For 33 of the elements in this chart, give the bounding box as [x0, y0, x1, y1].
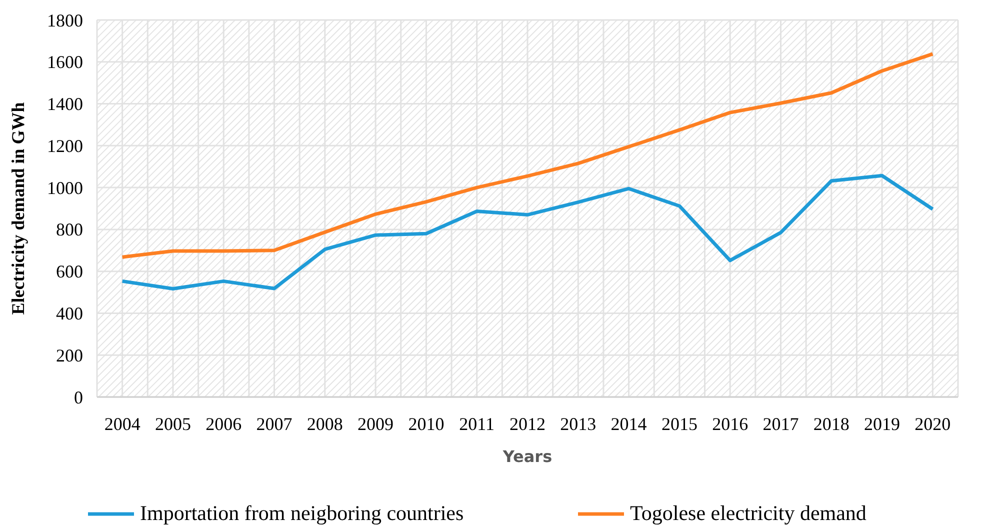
line-series: [120, 52, 934, 259]
y-tick-label: 200: [56, 345, 83, 366]
x-tick-label: 2016: [712, 414, 748, 434]
x-tick-label: 2017: [762, 414, 799, 434]
legend-label: Importation from neigboring countries: [140, 501, 464, 525]
x-tick-label: 2015: [661, 414, 698, 434]
x-axis-title: Years: [502, 447, 552, 466]
y-tick-label: 1600: [47, 52, 83, 72]
line-series: [120, 174, 934, 290]
x-tick-label: 2006: [206, 414, 242, 434]
x-tick-label: 2019: [864, 414, 900, 434]
y-tick-label: 0: [74, 387, 83, 408]
x-tick-label: 2011: [459, 414, 495, 434]
x-tick-label: 2018: [813, 414, 850, 434]
x-tick-label: 2007: [256, 414, 292, 434]
x-tick-label: 2020: [914, 414, 951, 434]
x-tick-label: 2010: [408, 414, 444, 434]
y-tick-label: 800: [56, 220, 83, 240]
x-tick-label: 2013: [560, 414, 596, 434]
x-tick-label: 2012: [510, 414, 546, 434]
x-tick-label: 2004: [104, 414, 140, 434]
y-tick-label: 1800: [47, 10, 83, 30]
x-tick-label: 2009: [358, 414, 394, 434]
y-tick-label: 400: [56, 304, 83, 324]
y-axis-title: Electricity demand in GWh: [8, 102, 28, 315]
y-tick-label: 1400: [47, 94, 83, 114]
x-tick-label: 2008: [306, 414, 343, 434]
y-tick-label: 1200: [47, 136, 83, 156]
legend-label: Togolese electricity demand: [630, 501, 867, 525]
y-tick-label: 600: [56, 262, 83, 282]
x-tick-label: 2014: [610, 414, 647, 434]
y-tick-label: 1000: [47, 178, 83, 198]
x-tick-label: 2005: [154, 414, 191, 434]
